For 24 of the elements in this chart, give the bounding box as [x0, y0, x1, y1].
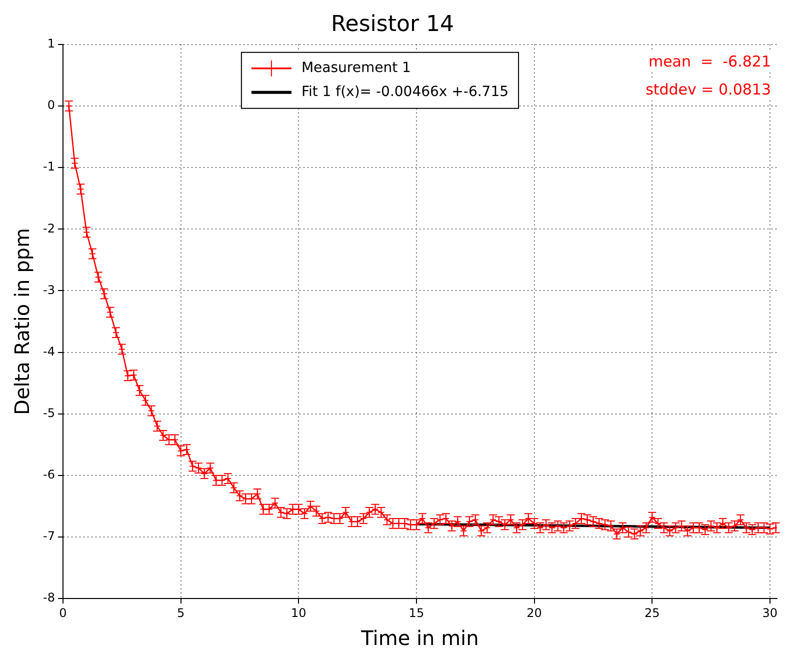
x-tick-label: 25 [644, 606, 660, 620]
legend-label: Fit 1 f(x)= -0.00466x +-6.715 [301, 84, 509, 100]
y-tick-label: -1 [42, 160, 55, 174]
y-tick-label: -6 [42, 468, 55, 482]
x-tick-label: 5 [176, 606, 185, 620]
x-tick-label: 0 [59, 606, 67, 620]
legend-label: Measurement 1 [301, 60, 411, 76]
y-tick-label: -2 [42, 221, 55, 236]
x-tick-label: 15 [408, 606, 424, 620]
y-tick-label: -4 [42, 344, 55, 358]
x-tick-label: 30 [762, 606, 778, 620]
x-axis-title: Time in min [360, 626, 479, 650]
y-tick-label: 0 [47, 98, 55, 112]
y-axis-title: Delta Ratio in ppm [10, 228, 34, 415]
x-tick-label: 20 [526, 606, 542, 620]
annotation: mean = -6.821 [648, 52, 771, 70]
annotation: stddev = 0.0813 [646, 80, 771, 98]
y-tick-label: 1 [47, 36, 55, 51]
y-tick-label: -5 [42, 406, 55, 420]
x-tick-label: 10 [290, 606, 306, 620]
y-tick-label: -8 [42, 590, 55, 605]
chart-title: Resistor 14 [331, 12, 454, 37]
y-tick-label: -3 [42, 282, 55, 297]
y-tick-label: -7 [42, 529, 55, 544]
